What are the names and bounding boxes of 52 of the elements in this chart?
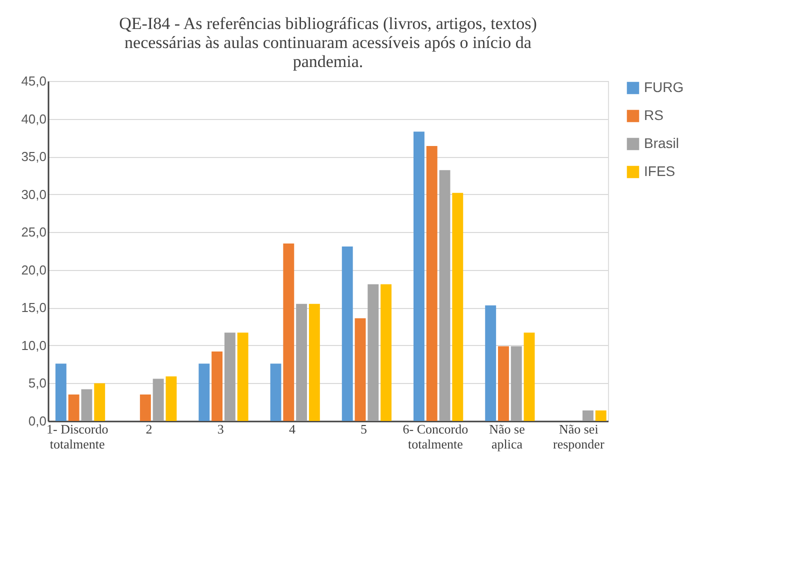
bar [485, 305, 496, 421]
x-tick-label: 4 [288, 422, 296, 436]
legend-label: IFES [644, 163, 676, 179]
bar [237, 332, 248, 421]
x-tick-label: Não se aplica [489, 422, 526, 452]
bar [582, 410, 594, 421]
legend-label: Brasil [644, 135, 680, 151]
bar [426, 146, 438, 421]
x-tick-label: 5 [360, 422, 368, 436]
bar [68, 394, 80, 421]
bar [354, 318, 366, 421]
bar [452, 192, 464, 421]
bar [414, 132, 424, 421]
y-tick-label: 0,0 [28, 414, 46, 428]
x-tick-label: 3 [217, 422, 224, 436]
bar [166, 376, 177, 421]
bar [510, 346, 522, 421]
bar [270, 364, 282, 421]
bar [308, 304, 320, 421]
bar [94, 383, 106, 421]
y-tick-label: 25,0 [21, 224, 46, 240]
y-tick-label: 30,0 [21, 186, 46, 202]
y-tick-label: 35,0 [21, 149, 46, 164]
bar [439, 170, 450, 421]
bar [140, 394, 151, 421]
y-tick-label: 20,0 [21, 262, 46, 278]
bar [380, 284, 392, 421]
bar [524, 332, 535, 421]
bar [368, 284, 379, 421]
y-tick-label: 45,0 [21, 74, 46, 88]
bar [55, 364, 66, 421]
bar [224, 332, 236, 421]
chart-title: QE-I84 - As referências bibliográficas (livros, artigos, textos) necessárias às aulas continuaram acessíveis após o início da pandemia. [119, 14, 537, 71]
x-tick-label: 6- Concordo totalmente [402, 422, 468, 452]
y-tick-label: 10,0 [21, 338, 46, 353]
bar [198, 364, 210, 421]
x-tick-label: 1- Discordo totalmente [46, 422, 108, 452]
bar [498, 346, 509, 421]
x-tick-label: Não sei responder [553, 422, 605, 452]
bar [296, 304, 308, 421]
y-tick-label: 40,0 [21, 111, 46, 126]
x-tick-label: 2 [146, 422, 152, 436]
legend-label: FURG [644, 79, 684, 95]
legend-label: RS [644, 107, 664, 123]
y-tick-label: 5,0 [28, 376, 46, 391]
bar [152, 378, 164, 421]
bar [342, 246, 353, 421]
bar [595, 410, 606, 421]
y-tick-label: 15,0 [21, 300, 46, 316]
bar [283, 243, 294, 421]
bar [81, 389, 92, 421]
bar [212, 351, 223, 421]
